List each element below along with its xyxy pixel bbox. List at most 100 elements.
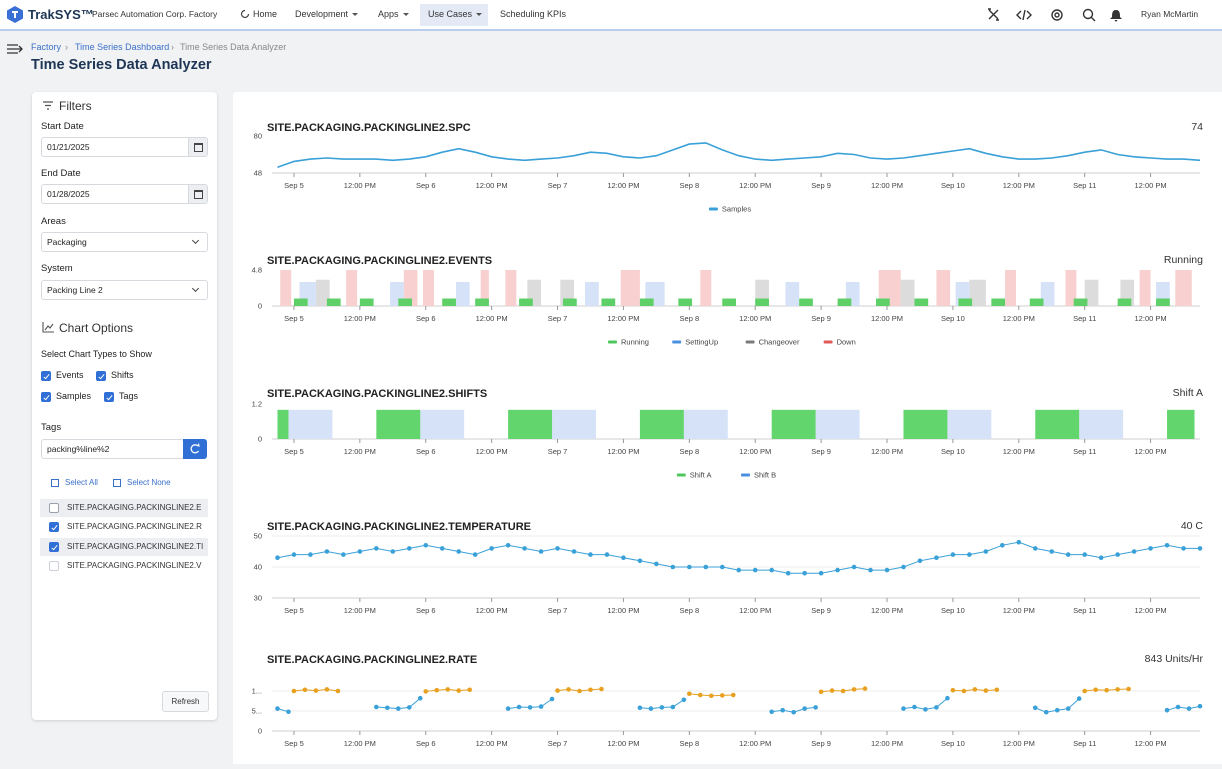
nav-text: Development <box>295 9 349 19</box>
x-tick-label: 12:00 PM <box>476 606 508 615</box>
tag-row[interactable]: SITE.PACKAGING.PACKINGLINE2.V <box>40 557 208 575</box>
data-point <box>687 564 692 570</box>
select-none-link[interactable]: Select None <box>127 478 171 487</box>
x-tick-label: Sep 5 <box>284 739 304 748</box>
menu-toggle[interactable] <box>6 43 24 55</box>
input-value: packing%line%2 <box>47 444 110 454</box>
data-point <box>286 709 291 715</box>
field-label: Areas <box>41 216 66 227</box>
x-tick-label: Sep 6 <box>416 181 436 190</box>
data-point <box>555 688 560 693</box>
breadcrumb-link[interactable]: Time Series Dashboard <box>75 42 170 52</box>
event-bar <box>903 409 948 439</box>
data-point <box>1049 549 1055 554</box>
tag-row[interactable]: SITE.PACKAGING.PACKINGLINE2.TI <box>40 538 208 556</box>
nav-item[interactable]: Use Cases <box>428 9 483 19</box>
event-bar <box>1079 409 1124 439</box>
x-tick-label: Sep 11 <box>1073 181 1096 190</box>
data-point <box>829 688 835 693</box>
legend-label: SettingUp <box>685 338 718 347</box>
checkbox[interactable] <box>96 371 106 381</box>
bell-icon[interactable] <box>1110 10 1122 22</box>
nav-item[interactable]: Development <box>295 9 359 19</box>
event-bar <box>1156 298 1170 306</box>
x-tick-label: Sep 6 <box>416 606 436 615</box>
data-point <box>1065 552 1071 557</box>
checkbox-label: Samples <box>56 391 92 401</box>
section-heading: Filters <box>59 99 92 113</box>
event-bar <box>563 298 577 306</box>
data-point <box>967 552 972 557</box>
settings-icon[interactable] <box>1051 9 1063 21</box>
search-button[interactable] <box>183 439 207 459</box>
x-tick-label: 12:00 PM <box>1003 314 1035 323</box>
top-bar: TrakSYS™ Parsec Automation Corp. Factory… <box>0 0 1222 31</box>
y-tick-label: 80 <box>254 132 262 141</box>
breadcrumb-separator: › <box>65 42 68 52</box>
chart: SITE.PACKAGING.PACKINGLINE2.SPC 74 48 80 Sep… <box>254 121 1203 214</box>
select[interactable]: Packing Line 2 <box>41 280 208 300</box>
data-point <box>456 549 461 554</box>
x-tick-label: Sep 5 <box>284 314 304 323</box>
tag-row[interactable]: SITE.PACKAGING.PACKINGLINE2.R <box>40 518 208 536</box>
event-bar <box>519 298 533 306</box>
x-tick-label: 12:00 PM <box>1135 739 1167 748</box>
nav-item[interactable]: Scheduling KPIs <box>500 9 567 19</box>
tag-row[interactable]: SITE.PACKAGING.PACKINGLINE2.E <box>40 499 208 517</box>
x-tick-label: 12:00 PM <box>739 606 771 615</box>
select[interactable]: Packaging <box>41 232 208 252</box>
checkbox[interactable] <box>49 522 59 532</box>
data-point <box>566 687 571 692</box>
tools-icon[interactable] <box>988 8 999 21</box>
x-tick-label: 12:00 PM <box>607 739 639 748</box>
data-point <box>385 705 390 711</box>
tag-label: SITE.PACKAGING.PACKINGLINE2.E <box>67 503 202 512</box>
x-tick-label: 12:00 PM <box>871 181 903 190</box>
legend-swatch <box>676 473 686 477</box>
checkbox[interactable] <box>49 503 59 513</box>
search-icon[interactable] <box>1082 8 1094 20</box>
x-tick-label: Sep 11 <box>1073 606 1096 615</box>
user-name[interactable]: Ryan McMartin <box>1141 9 1199 19</box>
calendar-button[interactable] <box>188 138 207 156</box>
refresh-button[interactable]: Refresh <box>162 691 209 712</box>
checkbox[interactable] <box>49 561 59 571</box>
x-tick-label: 12:00 PM <box>1135 447 1167 456</box>
checkbox-label: Shifts <box>111 370 134 380</box>
field-label: End Date <box>41 168 81 179</box>
code-icon[interactable] <box>1016 9 1032 21</box>
select-value: Packing Line 2 <box>47 285 103 295</box>
select-none-icon <box>113 479 121 487</box>
calendar-button[interactable] <box>188 185 207 203</box>
nav-item[interactable]: Home <box>253 9 278 19</box>
data-point <box>1093 687 1098 693</box>
event-bar <box>1167 409 1195 439</box>
tag-search-input[interactable]: packing%line%2 <box>41 439 184 459</box>
breadcrumb-current: Time Series Data Analyzer <box>180 42 287 52</box>
checkbox[interactable] <box>104 392 114 402</box>
data-point <box>670 704 676 710</box>
event-bar <box>1139 270 1151 306</box>
checkbox[interactable] <box>41 392 51 402</box>
event-bar <box>700 270 712 306</box>
x-tick-label: 12:00 PM <box>476 181 508 190</box>
nav-item[interactable]: Apps <box>378 9 409 19</box>
x-tick-label: 12:00 PM <box>1135 314 1167 323</box>
date-input[interactable]: 01/21/2025 <box>41 137 208 157</box>
select-all-link[interactable]: Select All <box>65 478 98 487</box>
checkbox[interactable] <box>41 371 51 381</box>
date-input[interactable]: 01/28/2025 <box>41 184 208 204</box>
data-point <box>1164 543 1170 548</box>
event-bar <box>722 298 736 306</box>
checkbox[interactable] <box>49 542 59 552</box>
data-point <box>406 705 412 710</box>
x-tick-label: Sep 7 <box>548 447 568 456</box>
legend-label: Changeover <box>759 338 800 347</box>
event-bar <box>678 298 693 306</box>
event-bar <box>914 298 929 306</box>
event-bar <box>1040 282 1055 306</box>
event-bar <box>398 298 413 306</box>
data-point <box>884 567 890 573</box>
breadcrumb-link[interactable]: Factory <box>31 42 62 52</box>
data-point <box>341 552 346 557</box>
